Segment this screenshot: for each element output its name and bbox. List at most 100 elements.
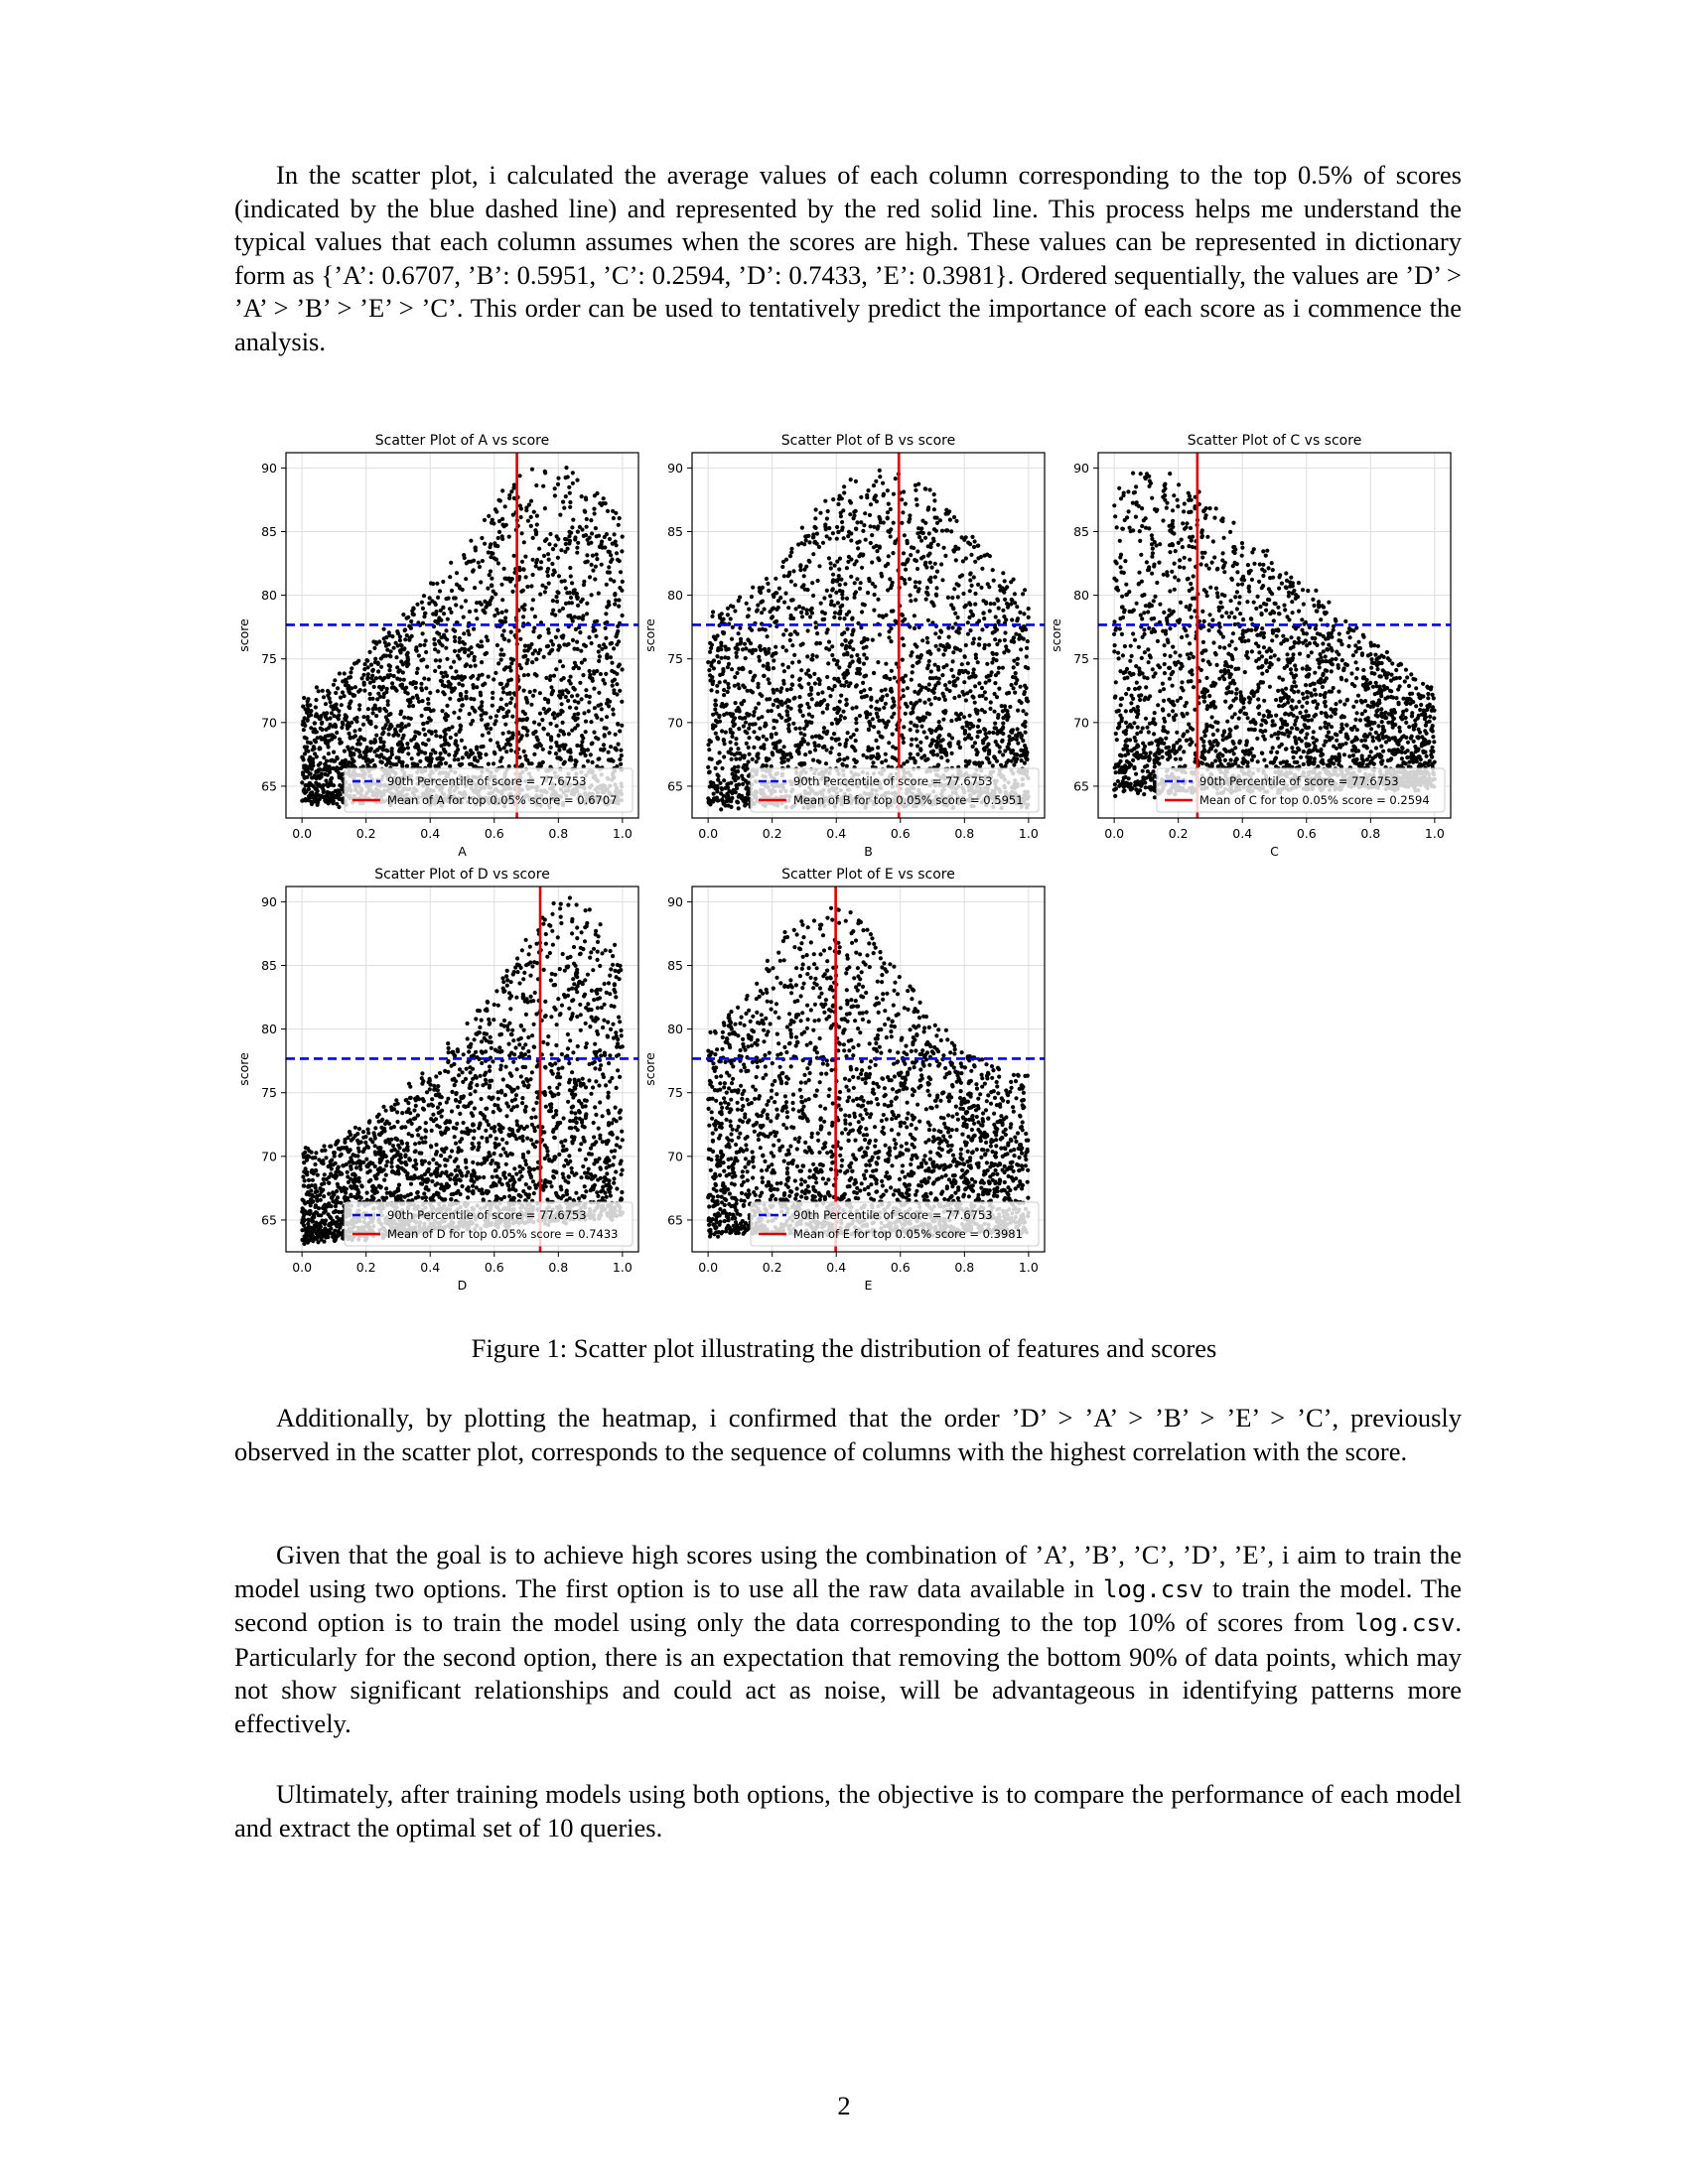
data-point [865, 591, 871, 596]
data-point [570, 471, 575, 476]
data-point [307, 758, 312, 763]
data-point [572, 660, 578, 665]
data-point [597, 533, 602, 538]
data-point [541, 553, 547, 559]
data-point [792, 583, 798, 588]
data-point [422, 611, 428, 615]
data-point [747, 751, 752, 756]
data-point [507, 579, 513, 584]
data-point [386, 732, 391, 737]
data-point [444, 628, 449, 633]
data-point [457, 635, 462, 641]
data-point [524, 717, 529, 723]
data-point [849, 538, 854, 543]
data-point [799, 614, 805, 619]
data-point [832, 611, 838, 615]
data-point [813, 620, 818, 625]
data-point [620, 549, 625, 554]
data-point [572, 687, 577, 692]
data-point [1019, 635, 1024, 640]
data-point [472, 654, 477, 659]
data-point [902, 725, 907, 730]
data-point [473, 755, 478, 760]
data-point [394, 755, 399, 760]
data-point [407, 704, 412, 709]
data-point [771, 752, 775, 757]
data-point [556, 744, 561, 749]
data-point [736, 775, 741, 780]
data-point [1000, 738, 1005, 743]
data-point [382, 640, 387, 645]
data-point [1001, 571, 1006, 576]
data-point [863, 537, 868, 542]
data-point [331, 795, 337, 800]
data-point [433, 612, 438, 617]
data-point [304, 797, 309, 803]
data-point [805, 654, 810, 659]
data-point [872, 592, 877, 598]
data-point [563, 549, 568, 554]
data-point [604, 612, 609, 616]
data-point [1015, 677, 1020, 683]
data-point [594, 736, 599, 741]
data-point [352, 758, 356, 763]
data-point [548, 648, 554, 653]
data-point [421, 727, 426, 732]
data-point [764, 651, 769, 656]
data-point [967, 713, 972, 718]
scatter-points [706, 468, 1031, 812]
data-point [470, 719, 476, 724]
data-point [968, 628, 973, 633]
data-point [532, 688, 537, 693]
data-point [518, 514, 523, 520]
data-point [442, 684, 447, 689]
data-point [365, 676, 370, 682]
data-point [495, 611, 500, 615]
data-point [763, 627, 768, 632]
data-point [738, 756, 743, 761]
data-point [928, 669, 933, 674]
data-point [713, 698, 718, 703]
data-point [323, 738, 328, 744]
data-point [965, 631, 971, 636]
data-point [555, 590, 560, 595]
data-point [613, 602, 618, 607]
data-point [719, 791, 724, 796]
data-point [733, 609, 738, 614]
data-point [356, 707, 362, 712]
data-point [410, 704, 416, 709]
data-point [734, 737, 739, 742]
data-point [835, 758, 841, 763]
data-point [845, 755, 850, 760]
data-point [1015, 661, 1020, 667]
data-point [534, 735, 539, 740]
data-point [350, 720, 354, 725]
data-point [580, 597, 585, 603]
data-point [780, 751, 785, 757]
data-point [1001, 608, 1006, 613]
data-point [437, 589, 443, 594]
data-point [501, 715, 506, 720]
data-point [868, 540, 873, 546]
data-point [331, 682, 336, 687]
data-point [504, 750, 509, 754]
data-point [841, 709, 846, 714]
data-point [821, 726, 827, 731]
data-point [509, 696, 514, 701]
data-point [352, 729, 357, 734]
data-point [602, 642, 607, 647]
data-point [1006, 746, 1011, 751]
data-point [534, 657, 539, 662]
data-point [487, 731, 492, 736]
data-point [711, 666, 717, 671]
data-point [447, 752, 452, 757]
data-point [757, 654, 762, 659]
data-point [791, 721, 796, 726]
data-point [982, 710, 987, 715]
data-point [557, 693, 562, 698]
data-point [954, 518, 959, 524]
data-point [926, 659, 931, 664]
data-point [748, 669, 753, 675]
data-point [847, 664, 852, 669]
data-point [707, 756, 712, 761]
